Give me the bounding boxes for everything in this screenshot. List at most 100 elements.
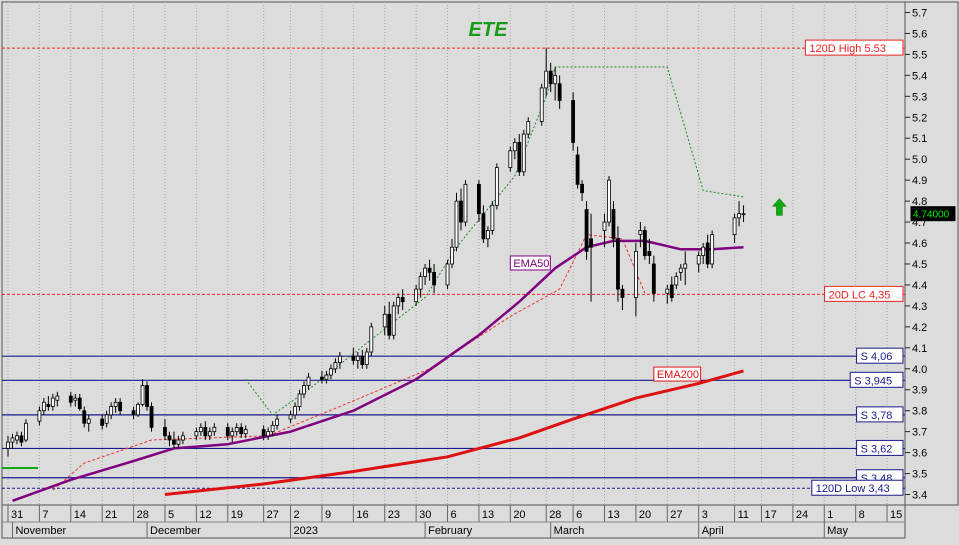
- candle-body: [490, 204, 495, 231]
- level-label-box: [811, 479, 904, 496]
- candle-body: [463, 183, 468, 223]
- candle-body: [198, 427, 203, 433]
- candle-body: [207, 431, 212, 437]
- y-tick-label: 4.0: [912, 364, 927, 376]
- level-label-box: [856, 347, 904, 364]
- candle-body: [212, 427, 217, 433]
- candle-body: [477, 183, 481, 215]
- candle-body: [194, 431, 199, 437]
- candle-body: [82, 410, 87, 424]
- candle-body: [391, 305, 396, 336]
- candle-body: [400, 297, 405, 303]
- level-label: S 3,945: [854, 375, 892, 387]
- y-axis-panel: [904, 1, 959, 506]
- y-tick-label: 4.5: [912, 259, 927, 271]
- y-tick-label: 5.7: [912, 7, 927, 19]
- x-period-label: May: [827, 525, 848, 537]
- y-tick-label: 3.6: [912, 448, 927, 460]
- candle-body: [100, 418, 105, 426]
- y-tick-label: 5.1: [912, 133, 927, 145]
- last-price-tag: [910, 206, 956, 222]
- candle-body: [642, 230, 647, 256]
- candle-body: [6, 441, 10, 449]
- y-tick-label: 5.6: [912, 28, 927, 40]
- candle-body: [136, 403, 140, 416]
- candle-body: [611, 209, 616, 240]
- series-label-box: [509, 255, 551, 271]
- candle-body: [584, 209, 589, 252]
- candle-body: [432, 271, 436, 286]
- candle-body: [113, 401, 118, 407]
- candle-body: [230, 431, 235, 437]
- y-tick-label: 5.3: [912, 91, 927, 103]
- candle-body: [172, 439, 176, 445]
- x-tick-label: 16: [356, 509, 368, 521]
- candle-body: [68, 395, 73, 403]
- y-tick-label: 5.0: [912, 154, 927, 166]
- candle-body: [15, 435, 19, 441]
- candle-body: [481, 213, 486, 240]
- x-tick-label: 14: [74, 509, 86, 521]
- candle-body: [508, 150, 513, 168]
- candle-body: [450, 246, 454, 265]
- candle-body: [526, 121, 531, 135]
- candle-body: [678, 267, 683, 273]
- candle-body: [324, 374, 329, 380]
- y-tick-label: 5.4: [912, 70, 927, 82]
- candle-body: [355, 355, 360, 361]
- candle-body: [302, 385, 306, 395]
- candle-body: [333, 362, 338, 370]
- y-tick-label: 4.8: [912, 196, 927, 208]
- candle-body: [553, 74, 558, 85]
- y-tick-label: 4.6: [912, 238, 927, 250]
- candle-body: [494, 167, 499, 206]
- candle-body: [41, 401, 46, 412]
- candle-body: [337, 355, 342, 363]
- candle-body: [701, 246, 706, 256]
- candle-body: [418, 276, 423, 290]
- y-tick-label: 4.1: [912, 343, 927, 355]
- candle-body: [423, 267, 428, 277]
- series-label: EMA50: [513, 258, 549, 270]
- x-period-label: March: [554, 525, 585, 537]
- candle-body: [351, 355, 356, 361]
- candle-body: [109, 406, 114, 416]
- x-period-label: November: [15, 525, 66, 537]
- candle-body: [651, 263, 656, 294]
- candle-body: [306, 376, 311, 386]
- y-tick-label: 3.4: [912, 490, 927, 502]
- candle-body: [275, 418, 280, 426]
- candle-body: [580, 183, 584, 194]
- candle-body: [705, 242, 710, 265]
- candle-body: [261, 429, 266, 437]
- candle-body: [19, 435, 24, 443]
- x-tick-label: 9: [325, 509, 331, 521]
- candle-body: [239, 427, 244, 435]
- candle-body: [293, 406, 297, 416]
- candle-body: [270, 424, 275, 433]
- candle-body: [741, 213, 746, 216]
- x-tick-label: 20: [639, 509, 651, 521]
- x-tick-label: 6: [451, 509, 457, 521]
- x-tick-label: 13: [482, 509, 494, 521]
- candle-body: [387, 313, 392, 336]
- y-tick-label: 4.3: [912, 301, 927, 313]
- x-tick-label: 24: [796, 509, 808, 521]
- candle-body: [234, 427, 239, 433]
- candle-body: [427, 267, 432, 273]
- candle-body: [683, 263, 688, 269]
- x-tick-label: 12: [199, 509, 211, 521]
- y-tick-label: 3.8: [912, 406, 927, 418]
- candle-body: [176, 439, 181, 445]
- x-tick-label: 2: [294, 509, 300, 521]
- ema200-line: [164, 369, 744, 496]
- candle-body: [181, 435, 185, 441]
- candle-body: [571, 100, 576, 143]
- candle-body: [512, 142, 517, 152]
- candle-body: [167, 435, 172, 441]
- x-tick-label: 19: [231, 509, 243, 521]
- candle-body: [104, 414, 109, 424]
- x-tick-label: 30: [419, 509, 431, 521]
- candle-body: [454, 200, 459, 248]
